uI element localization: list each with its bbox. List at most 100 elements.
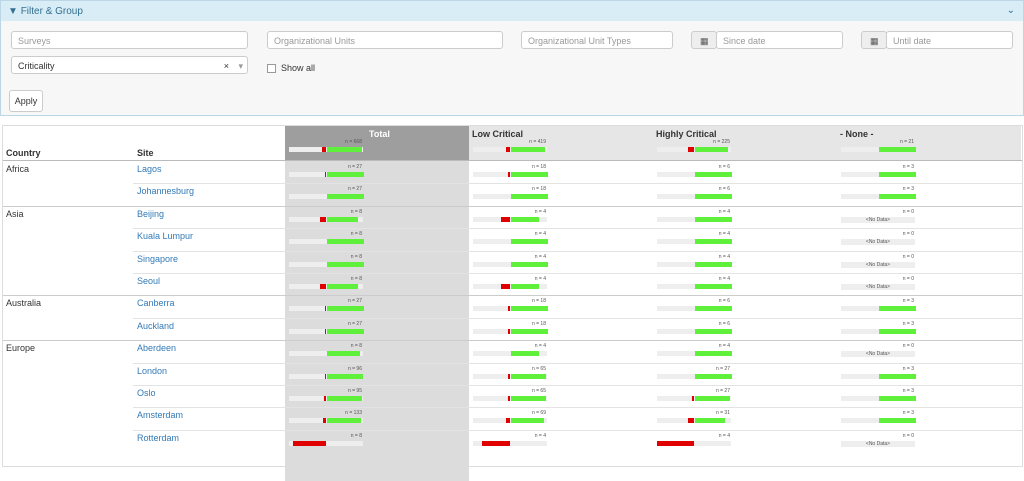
n-label: n = 4 — [718, 343, 730, 350]
bar-track — [289, 261, 364, 267]
site[interactable]: Auckland — [137, 320, 175, 331]
country-header: Country — [6, 148, 41, 158]
apply-button[interactable]: Apply — [9, 90, 43, 112]
site[interactable]: Oslo — [137, 388, 156, 398]
calendar-icon[interactable]: ▦ — [691, 31, 717, 49]
since-date-input[interactable]: Since date — [716, 31, 843, 49]
row-rule — [133, 250, 1022, 252]
green-bar — [327, 284, 359, 289]
bar-track — [841, 373, 916, 379]
site[interactable]: London — [137, 365, 168, 376]
n-label: n = 21 — [899, 139, 914, 145]
n-label: n = 8 — [350, 253, 362, 260]
n-label: n = 3 — [902, 320, 914, 327]
n-label: n = 225 — [713, 139, 730, 145]
n-label: n = 4 — [534, 253, 546, 260]
n-label: n = 0 — [902, 343, 914, 350]
show-all-checkbox[interactable] — [267, 64, 276, 73]
green-bar — [879, 172, 916, 177]
n-label: n = 0 — [902, 276, 914, 282]
red-bar — [657, 440, 694, 446]
collapse-icon[interactable]: ⌄ — [1006, 5, 1015, 16]
n-label: n = 4 — [718, 432, 730, 439]
site[interactable]: Seoul — [137, 276, 161, 286]
surveys-input[interactable]: Surveys — [11, 31, 248, 49]
red-bar — [508, 373, 510, 379]
site[interactable]: Rotterdam — [137, 432, 180, 443]
site[interactable]: Aberdeen — [137, 343, 177, 354]
n-label: n = 95 — [347, 388, 362, 394]
bar-track — [289, 172, 364, 177]
clear-icon[interactable]: × — [223, 61, 229, 71]
green-bar — [511, 418, 545, 424]
green-bar — [511, 172, 548, 177]
green-bar — [695, 194, 732, 200]
bar-track — [289, 306, 364, 312]
n-label: n = 27 — [347, 186, 362, 193]
country: Europe — [6, 343, 36, 354]
site[interactable]: Lagos — [137, 164, 162, 174]
n-label: n = 8 — [350, 276, 362, 282]
group-rule — [3, 205, 1022, 207]
red-bar — [323, 418, 326, 424]
red-bar — [508, 328, 510, 334]
green-bar — [695, 261, 732, 267]
green-bar — [327, 147, 363, 152]
bar-track — [657, 261, 732, 267]
bar-track — [841, 172, 916, 177]
green-bar — [511, 328, 548, 334]
green-bar — [327, 306, 364, 312]
org-units-input[interactable]: Organizational Units — [267, 31, 503, 49]
results-table: Country Site Total n = 668 Low Critical n = 4… — [2, 125, 1023, 481]
n-label: n = 4 — [534, 208, 546, 215]
n-label: n = 8 — [350, 343, 362, 350]
n-label: n = 0 — [902, 253, 914, 260]
n-label: n = 0 — [902, 208, 914, 215]
dropdown-icon[interactable]: ▾ — [238, 61, 243, 71]
filter-header[interactable]: ▼ Filter & Group ⌄ — [1, 1, 1023, 21]
site[interactable]: Amsterdam — [137, 410, 184, 421]
no-data-label: <No Data> — [841, 261, 915, 268]
green-bar — [879, 373, 916, 379]
column-header-bg — [469, 126, 653, 161]
org-unit-types-input[interactable]: Organizational Unit Types — [521, 31, 673, 49]
site[interactable]: Singapore — [137, 253, 179, 264]
row-rule — [133, 385, 1022, 386]
n-label: n = 8 — [350, 432, 362, 439]
bar-track — [289, 239, 364, 245]
site[interactable]: Canberra — [137, 298, 175, 309]
red-bar — [508, 396, 510, 401]
red-bar — [692, 396, 694, 401]
site[interactable]: Kuala Lumpur — [137, 231, 194, 242]
until-date-input[interactable]: Until date — [886, 31, 1013, 49]
row-rule — [133, 429, 1022, 431]
n-label: n = 8 — [350, 208, 362, 215]
bar-track — [657, 373, 732, 379]
row-rule — [133, 317, 1022, 319]
bar-track — [473, 306, 548, 312]
bar-track — [657, 194, 732, 200]
site[interactable]: Beijing — [137, 208, 165, 219]
bar-track — [289, 373, 363, 379]
calendar-icon[interactable]: ▦ — [861, 31, 887, 49]
criticality-select[interactable]: Criticality × ▾ — [11, 56, 248, 74]
green-bar — [327, 328, 364, 334]
green-bar — [511, 373, 547, 379]
n-label: n = 18 — [531, 186, 546, 193]
red-bar — [500, 216, 510, 222]
green-bar — [511, 306, 548, 312]
red-bar — [292, 440, 326, 446]
n-label: n = 668 — [345, 139, 362, 145]
n-label: n = 6 — [718, 186, 730, 193]
green-bar — [695, 172, 732, 177]
n-label: n = 4 — [718, 208, 730, 215]
n-label: n = 4 — [534, 343, 546, 350]
bar-track — [473, 239, 548, 245]
site[interactable]: Johannesburg — [137, 186, 195, 197]
n-label: n = 133 — [345, 410, 362, 417]
bar-track — [841, 194, 916, 200]
site-header: Site — [137, 148, 154, 158]
bar-track — [473, 216, 547, 222]
country: Australia — [6, 298, 42, 309]
